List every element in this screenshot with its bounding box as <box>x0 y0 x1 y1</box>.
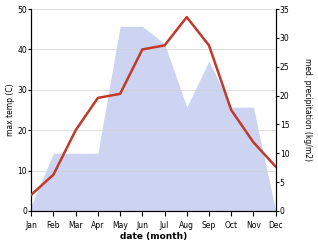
X-axis label: date (month): date (month) <box>120 232 187 242</box>
Y-axis label: max temp (C): max temp (C) <box>5 84 15 136</box>
Y-axis label: med. precipitation (kg/m2): med. precipitation (kg/m2) <box>303 59 313 162</box>
